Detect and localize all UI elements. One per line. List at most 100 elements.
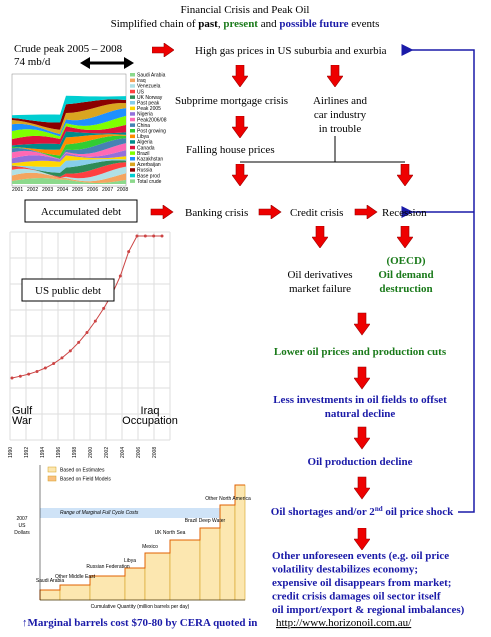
legend-label: Base prod [137,173,160,179]
debt-dot [52,362,56,366]
debt-dot [60,356,64,360]
band [40,508,245,518]
legend-label: Post growing [137,129,166,135]
legend-label: Nigeria [137,112,153,118]
legend-swatch [130,151,135,155]
legend-label: Peak2006/08 [137,117,167,123]
debt-dot [27,372,31,376]
legend-swatch [130,179,135,183]
band-label: Range of Marginal Full Cycle Costs [60,510,139,516]
debt-dot [43,366,47,370]
step [124,567,146,601]
node: Accumulated debt [41,206,121,218]
node: Banking crisis [185,207,248,219]
area [12,95,126,123]
legend-label: Iraq [137,78,146,84]
legend-label: Past peak [137,101,160,107]
legend-swatch [130,173,135,178]
year-label: 2008 [152,447,158,458]
node: Oil derivatives [287,269,352,281]
legend-swatch [130,117,135,122]
node-line: volatility destabilizes economy; [272,564,418,576]
debt-dot [143,234,147,238]
year-label: 1994 [40,447,46,458]
debt-dot [77,340,81,344]
year-label: 2006 [87,187,98,193]
legend-swatch [130,112,135,116]
year-label: 2007 [102,187,113,193]
node: Airlines and [313,95,368,107]
year-label: 2001 [12,187,23,193]
region: UK North Sea [155,530,186,536]
node: Less investments in oil fields to offset [273,394,447,406]
year-label: 1992 [24,447,30,458]
node-line: Other unforeseen events (e.g. oil price [272,550,449,562]
node-line: oil import/export & regional imbalances) [272,604,465,616]
area [12,134,126,156]
legend-label: Russia [137,168,153,174]
node: Credit crisis [290,207,343,219]
year-label: 1990 [8,447,14,458]
node: Oil demand [378,269,433,281]
legend-swatch [130,140,135,144]
node: destruction [379,283,432,295]
year-label: 2005 [72,187,83,193]
area [12,124,126,146]
debt-dot [152,234,156,238]
node: car industry [314,109,367,121]
crude-label: Crude peak 2005 – 2008 [14,43,123,55]
debt-dot [127,250,131,254]
node-line: credit crisis damages oil sector itself [272,591,441,603]
step [199,527,221,601]
debt-box [24,199,138,223]
note: Gulf [12,405,33,417]
legend-swatch [47,466,57,473]
area [12,159,126,173]
legend-label: Total crude [137,179,162,185]
area [12,143,126,160]
step [234,484,246,601]
note: Occupation [122,415,178,427]
node: market failure [289,283,351,295]
label: US public debt [35,285,101,297]
legend-label: Libya [137,134,149,140]
note: War [12,415,32,427]
debt-dot [118,274,122,278]
year-label: 2008 [117,187,128,193]
legend-label: Based on Field Models [60,477,111,483]
node: (OECD) [386,255,425,267]
debt-dot [160,234,164,238]
year-label: 2002 [104,447,110,458]
cost-chart: Range of Marginal Full Cycle Costs Based … [14,465,251,610]
footer-link[interactable]: http://www.horizonoil.com.au/ [276,617,412,629]
year-label: 2003 [42,187,53,193]
y-label: Dollars [14,530,30,536]
node: High gas prices in US suburbia and exurb… [195,45,387,57]
year-label: 2004 [57,187,68,193]
footer-note: ↑Marginal barrels cost $70-80 by CERA qu… [22,617,257,629]
node: Oil shortages and/or 2nd oil price shock [271,505,454,518]
legend-swatch [130,129,135,133]
label-box [21,278,115,302]
region: Other North America [205,496,251,502]
node: in trouble [319,123,362,135]
debt-dot [35,369,39,373]
debt-dot [68,349,72,353]
debt-dot [93,319,97,323]
crude-label: 74 mb/d [14,56,51,68]
year-label: 1996 [56,447,62,458]
legend-label: Peak 2005 [137,106,161,112]
legend-swatch [130,145,135,150]
area [12,108,126,137]
legend-swatch [130,101,135,105]
area [12,172,126,183]
year-label: 1998 [72,447,78,458]
area [12,99,126,130]
area [12,131,126,150]
node: Oil production decline [308,456,413,468]
area [12,115,126,140]
legend-label: China [137,123,150,129]
legend-swatch [130,106,135,111]
legend-label: Algeria [137,140,153,146]
